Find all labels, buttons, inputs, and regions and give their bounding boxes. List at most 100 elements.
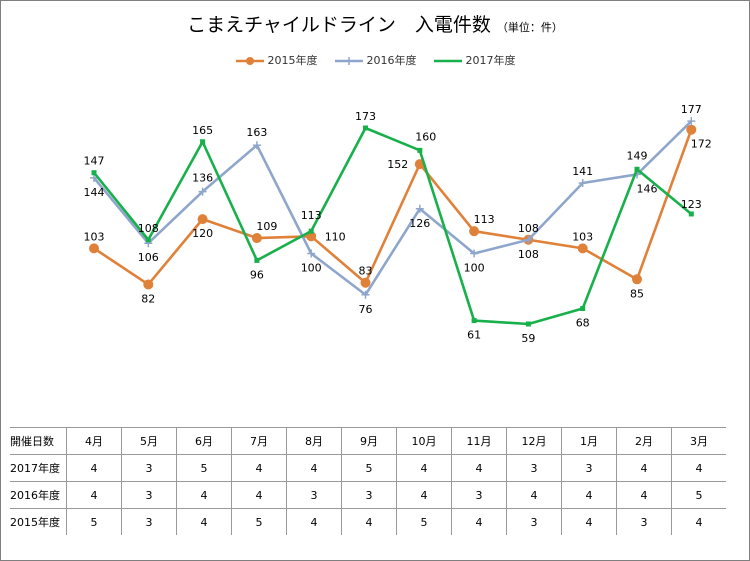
table-cell: 4 (671, 454, 726, 482)
data-table: 開催日数 4月 5月 6月 7月 8月 9月 10月 11月 12月 1月 2月 3月 2017年度 4 3 5… (10, 427, 726, 535)
table-cell: 3 (121, 454, 177, 482)
data-label-2016年度-9月: 76 (359, 303, 373, 316)
point-2017年度-6月 (200, 139, 206, 145)
series-line-2017年度 (92, 126, 693, 326)
point-2017年度-2月 (634, 166, 640, 172)
table-cell: 5 (176, 454, 232, 482)
table-cell: 4 (286, 454, 342, 482)
table-month-header: 12月 (506, 427, 562, 455)
data-label-2016年度-4月: 144 (84, 186, 105, 199)
point-2017年度-7月 (254, 257, 260, 263)
legend-label: 2016年度 (366, 54, 417, 67)
point-2017年度-12月 (525, 321, 531, 327)
data-label-2015年度-8月: 110 (325, 230, 346, 243)
data-label-2015年度-2月: 85 (630, 287, 644, 300)
point-2015年度-1月 (577, 243, 588, 254)
point-2017年度-10月 (417, 147, 423, 153)
legend-item-2017年度: 2017年度 (433, 52, 516, 68)
table-cell: 3 (121, 508, 177, 535)
series-line-2016年度 (93, 120, 693, 297)
point-2016年度-3月 (687, 117, 696, 126)
table-cell: 3 (506, 508, 562, 535)
data-label-2015年度-4月: 103 (84, 230, 105, 243)
table-month-header: 9月 (341, 427, 397, 455)
table-cell: 4 (506, 481, 562, 509)
point-2017年度-1月 (580, 306, 586, 312)
point-2016年度-9月 (361, 290, 370, 299)
table-row-label: 2015年度 (10, 508, 67, 535)
point-2016年度-6月 (198, 187, 207, 196)
data-label-2015年度-7月: 109 (256, 220, 277, 233)
data-label-2017年度-7月: 96 (250, 268, 264, 281)
legend-item-2016年度: 2016年度 (334, 52, 417, 68)
data-label-2016年度-11月: 100 (464, 262, 485, 275)
table-cell: 4 (451, 454, 507, 482)
point-2015年度-2月 (632, 274, 642, 285)
table-cell: 5 (231, 508, 287, 535)
table-month-header: 4月 (66, 427, 122, 455)
title-block: こまえチャイルドライン 入電件数 （単位：件） (0, 10, 750, 37)
table-cell: 3 (561, 454, 617, 482)
table-month-header: 2月 (616, 427, 672, 455)
point-2015年度-9月 (360, 277, 371, 288)
legend-label: 2017年度 (465, 54, 516, 67)
point-2015年度-3月 (686, 124, 697, 135)
table-cell: 4 (451, 508, 507, 535)
point-2017年度-4月 (91, 170, 97, 176)
point-2015年度-4月 (89, 243, 99, 254)
chart-title: こまえチャイルドライン 入電件数 (187, 14, 491, 36)
table-month-header: 6月 (176, 427, 232, 455)
data-label-2016年度-8月: 100 (301, 262, 322, 275)
data-label-2015年度-3月: 172 (691, 138, 712, 151)
data-label-2017年度-4月: 147 (84, 155, 105, 168)
unit-label: （単位：件） (496, 21, 563, 34)
data-label-2016年度-7月: 163 (246, 126, 267, 139)
table-cell: 4 (561, 481, 617, 509)
legend-swatch-2015年度 (235, 57, 264, 65)
table-cell: 3 (506, 454, 562, 482)
point-2016年度-8月 (307, 249, 316, 258)
table-month-header: 7月 (231, 427, 287, 455)
point-2016年度-11月 (470, 249, 479, 258)
table-cell: 5 (671, 481, 726, 509)
legend: 2015年度 2016年度 2017年度 (0, 52, 750, 68)
table-cell: 4 (176, 508, 232, 535)
table-month-header: 1月 (561, 427, 617, 455)
table-cell: 3 (451, 481, 507, 509)
data-label-2017年度-3月: 123 (681, 198, 702, 211)
legend-label: 2015年度 (267, 54, 318, 67)
table-cell: 4 (616, 454, 672, 482)
point-2017年度-11月 (471, 318, 477, 324)
data-label-2016年度-2月: 146 (637, 182, 658, 195)
table-cell: 3 (341, 481, 397, 509)
table-month-header: 3月 (671, 427, 726, 455)
data-label-2015年度-9月: 83 (359, 265, 373, 278)
table-cell: 4 (396, 454, 452, 482)
point-2015年度-5月 (143, 279, 154, 290)
table-month-header: 8月 (286, 427, 342, 455)
table-cell: 4 (66, 481, 122, 509)
table-header-row: 開催日数 4月 5月 6月 7月 8月 9月 10月 11月 12月 1月 2月 3月 (10, 427, 726, 455)
data-label-2017年度-6月: 165 (192, 124, 213, 137)
legend-swatch-2017年度 (433, 59, 462, 63)
table-cell: 5 (66, 508, 122, 535)
table-cell: 4 (231, 454, 287, 482)
point-2015年度-6月 (197, 214, 208, 225)
table-cell: 4 (176, 481, 232, 509)
table-month-header: 5月 (121, 427, 177, 455)
table-cell: 3 (616, 508, 672, 535)
data-label-2015年度-6月: 120 (192, 227, 213, 240)
table-cell: 4 (396, 481, 452, 509)
table-row-label: 2017年度 (10, 454, 67, 482)
data-label-2015年度-12月: 108 (518, 248, 539, 261)
line-chart: 103 82 120 109 110 83 152 113 108 103 85 172 144 106 1… (84, 103, 712, 345)
data-label-2016年度-3月: 177 (681, 103, 702, 116)
point-2015年度-7月 (251, 233, 262, 244)
legend-swatch-2016年度 (334, 57, 363, 65)
data-label-2017年度-8月: 113 (301, 209, 322, 222)
table-header-label: 開催日数 (10, 427, 67, 455)
table-cell: 4 (341, 508, 397, 535)
table-row: 2017年度 4 3 5 4 4 5 4 4 3 3 4 4 (10, 454, 726, 482)
data-label-2017年度-10月: 160 (415, 130, 436, 143)
point-2017年度-8月 (308, 228, 314, 234)
